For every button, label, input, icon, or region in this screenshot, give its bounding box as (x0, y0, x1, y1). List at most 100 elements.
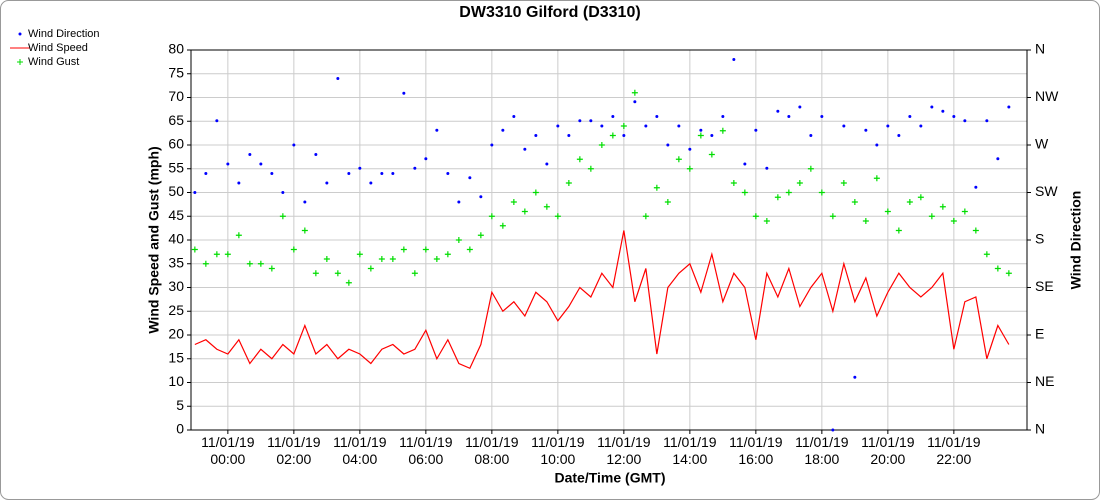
x-tick-label: 11/01/19 22:00 (927, 434, 981, 467)
direction-dot (721, 115, 725, 118)
direction-dot (380, 172, 384, 175)
gust-marker (543, 203, 550, 210)
direction-dot (292, 143, 296, 147)
gust-marker (444, 251, 451, 258)
y-tick-label: 30 (168, 278, 184, 294)
gust-marker (906, 199, 913, 205)
gust-marker (345, 279, 352, 286)
y-tick-label: 70 (168, 88, 184, 104)
direction-dot (226, 162, 230, 166)
x-tick-label: 11/01/19 14:00 (663, 434, 717, 467)
gust-marker (455, 237, 462, 243)
direction-dot (798, 105, 802, 109)
x-tick-label: 11/01/19 16:00 (729, 434, 783, 467)
direction-dot (534, 134, 538, 137)
gust-marker (334, 270, 341, 277)
gust-marker (994, 265, 1001, 272)
y2-tick-label: W (1035, 136, 1049, 152)
x-tick-label: 11/01/19 00:00 (201, 434, 255, 467)
direction-dot (622, 134, 626, 137)
direction-dot (677, 124, 681, 128)
y-tick-label: 50 (168, 183, 184, 199)
direction-dot (193, 191, 197, 194)
gust-marker (730, 180, 737, 186)
direction-dot (930, 105, 934, 109)
gust-marker (796, 180, 803, 186)
direction-dot (655, 115, 659, 118)
y-tick-label: 35 (168, 254, 184, 270)
gust-marker (378, 256, 385, 262)
direction-dot (666, 143, 670, 147)
direction-dot (369, 181, 373, 185)
gust-marker (774, 194, 781, 201)
x-tick-label: 11/01/19 20:00 (861, 434, 915, 467)
speed-line (194, 230, 1010, 370)
y-tick-label: 75 (168, 64, 184, 80)
direction-dot (633, 100, 637, 104)
gust-marker (433, 256, 440, 262)
direction-dot (985, 119, 989, 123)
direction-dot (545, 162, 549, 166)
direction-dot (281, 191, 285, 194)
y2-tick-label: SE (1035, 278, 1054, 294)
gust-marker (532, 189, 539, 196)
y-tick-label: 55 (168, 159, 184, 175)
y-tick-label: 15 (168, 349, 184, 365)
direction-dot (303, 200, 307, 204)
gust-marker (840, 180, 847, 186)
gust-marker (191, 246, 198, 253)
gust-marker (917, 194, 924, 201)
direction-dot (754, 128, 758, 132)
legend-marker (18, 32, 22, 36)
gust-marker (950, 218, 957, 224)
y-tick-label: 80 (168, 41, 184, 57)
direction-dot (523, 147, 527, 151)
direction-dot (424, 157, 428, 161)
direction-dot (886, 124, 890, 128)
x-tick-label: 11/01/19 06:00 (399, 434, 453, 467)
gust-marker (785, 189, 792, 196)
direction-dot (446, 172, 450, 175)
gust-marker (576, 156, 583, 163)
gust-marker (862, 218, 869, 224)
gust-marker (928, 213, 935, 220)
gust-marker (499, 222, 506, 229)
gust-marker (202, 260, 209, 267)
gust-marker (895, 227, 902, 234)
direction-dot (699, 128, 703, 132)
y2-tick-label: N (1035, 421, 1045, 437)
gust-marker (983, 251, 990, 258)
direction-dot (831, 428, 835, 432)
x-tick-label: 11/01/19 12:00 (597, 434, 651, 467)
y-tick-label: 45 (168, 207, 184, 223)
direction-dot (413, 166, 417, 170)
y2-tick-label: NE (1035, 373, 1054, 389)
x-axis-label: Date/Time (GMT) (555, 470, 666, 486)
legend-label: Wind Direction (28, 28, 100, 40)
direction-dot (512, 115, 516, 118)
direction-dot (578, 119, 582, 123)
gust-marker (301, 227, 308, 234)
gust-marker (818, 189, 825, 196)
direction-dot (974, 185, 978, 189)
direction-dot (314, 153, 318, 156)
gust-marker (675, 156, 682, 163)
direction-dot (325, 181, 329, 185)
direction-dot (237, 181, 241, 185)
gust-marker (356, 251, 363, 258)
gust-marker (235, 232, 242, 239)
y-tick-label: 40 (168, 231, 184, 247)
direction-dot (952, 115, 956, 118)
gust-marker (510, 199, 517, 205)
gust-marker (851, 199, 858, 205)
direction-dot (688, 147, 692, 151)
gust-marker (763, 218, 770, 224)
direction-dot (765, 166, 769, 170)
direction-dot (402, 91, 406, 95)
direction-dot (589, 119, 593, 123)
direction-dot (787, 115, 791, 118)
gust-marker (521, 208, 528, 215)
gust-marker (631, 89, 638, 96)
gust-marker (609, 132, 616, 139)
direction-dot (501, 128, 505, 132)
